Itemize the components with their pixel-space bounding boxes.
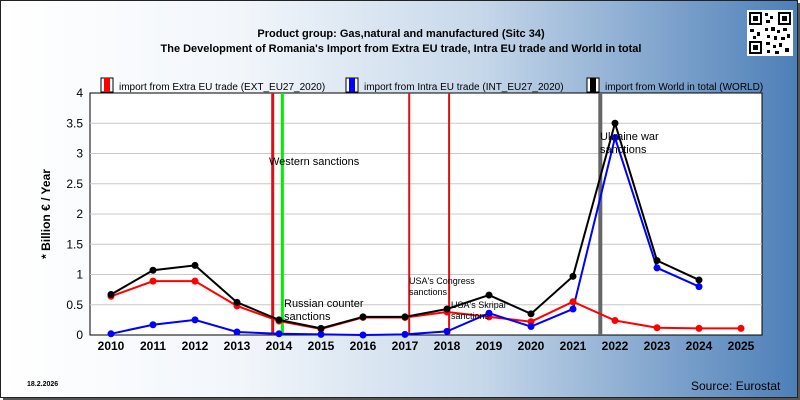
data-point <box>317 324 325 332</box>
data-point <box>611 119 619 127</box>
y-tick-label: 0 <box>76 328 83 342</box>
source-label: Source: Eurostat <box>691 379 781 393</box>
x-tick-label: 2013 <box>224 339 251 353</box>
data-point <box>191 316 199 324</box>
data-point <box>275 330 283 338</box>
y-tick-label: 4 <box>76 86 83 100</box>
data-point <box>569 298 577 306</box>
data-point <box>401 313 409 321</box>
x-tick-label: 2012 <box>182 339 209 353</box>
x-tick-label: 2018 <box>434 339 461 353</box>
data-point <box>611 134 619 142</box>
data-point <box>149 321 157 329</box>
annotation-label: USA's Skripal sanctions <box>451 300 506 321</box>
data-point <box>527 310 535 318</box>
x-tick-label: 2017 <box>392 339 419 353</box>
data-point <box>107 290 115 298</box>
x-tick-label: 2015 <box>308 339 335 353</box>
annotation-label: Russian counter sanctions <box>284 298 364 323</box>
data-point <box>695 324 703 332</box>
data-point <box>443 305 451 313</box>
data-point <box>191 261 199 269</box>
data-point <box>359 331 367 339</box>
x-tick-label: 2023 <box>644 339 671 353</box>
y-tick-label: 0.5 <box>66 298 83 312</box>
data-point <box>527 318 535 326</box>
data-point <box>527 323 535 331</box>
date-stamp: 18.2.2026 <box>27 381 59 388</box>
x-tick-label: 2016 <box>350 339 377 353</box>
legend-swatch <box>590 78 596 92</box>
series-line-0 <box>110 280 741 330</box>
x-tick-label: 2022 <box>602 339 629 353</box>
data-point <box>401 330 409 338</box>
data-point <box>653 257 661 265</box>
data-point <box>569 272 577 280</box>
chart-subtitle: The Development of Romania's Import from… <box>160 43 642 55</box>
chart-title: Product group: Gas,natural and manufactu… <box>257 28 545 40</box>
data-point <box>359 313 367 321</box>
data-point <box>275 316 283 324</box>
data-point <box>569 305 577 313</box>
y-tick-label: 3.5 <box>66 116 83 130</box>
y-tick-label: 2.5 <box>66 177 83 191</box>
annotation-label: Western sanctions <box>269 156 360 168</box>
y-tick-label: 2 <box>76 207 83 221</box>
data-point <box>191 277 199 285</box>
x-tick-label: 2025 <box>728 339 755 353</box>
data-point <box>233 328 241 336</box>
data-point <box>653 264 661 272</box>
data-point <box>107 330 115 338</box>
x-tick-label: 2019 <box>476 339 503 353</box>
data-point <box>233 298 241 306</box>
y-tick-label: 1.5 <box>66 237 83 251</box>
legend-label: import from Extra EU trade (EXT_EU27_202… <box>119 82 325 93</box>
x-tick-label: 2020 <box>518 339 545 353</box>
annotation-label: USA's Congress sanctions <box>409 276 475 297</box>
legend-swatch <box>104 78 110 92</box>
data-point <box>317 330 325 338</box>
x-tick-label: 2011 <box>140 339 166 353</box>
data-point <box>443 327 451 335</box>
qr-code-icon <box>747 10 793 56</box>
data-point <box>737 324 745 332</box>
data-point <box>149 277 157 285</box>
x-tick-label: 2010 <box>98 339 125 353</box>
data-point <box>485 291 493 299</box>
data-point <box>653 324 661 332</box>
annotation-label: Ukraine war sanctions <box>600 131 659 156</box>
x-tick-label: 2014 <box>266 339 293 353</box>
legend-label: import from Intra EU trade (INT_EU27_202… <box>364 82 564 93</box>
data-point <box>149 266 157 274</box>
y-tick-label: 1 <box>76 268 83 282</box>
y-tick-label: 3 <box>76 147 83 161</box>
data-point <box>695 276 703 284</box>
data-point <box>485 309 493 317</box>
data-point <box>611 316 619 324</box>
data-point <box>695 283 703 291</box>
x-tick-label: 2024 <box>686 339 713 353</box>
legend-label: import from World in total (WORLD) <box>605 82 763 93</box>
legend-swatch <box>349 78 355 92</box>
x-tick-label: 2021 <box>560 339 587 353</box>
y-axis-label: * Billion € / Year <box>39 169 53 259</box>
